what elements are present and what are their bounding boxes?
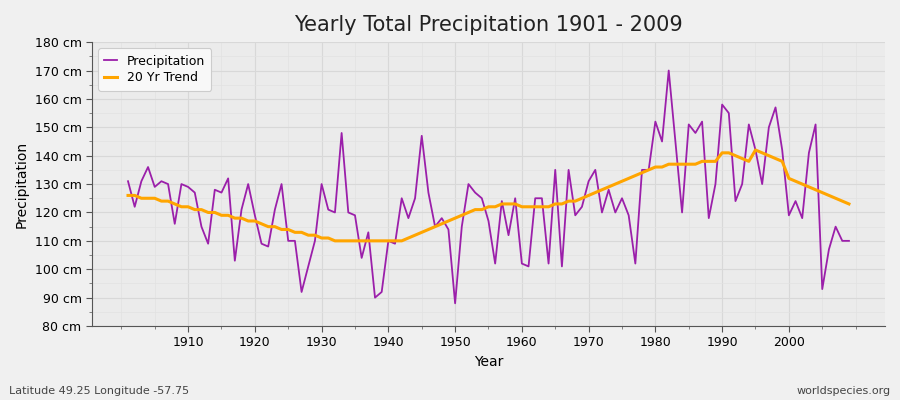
Precipitation [603,187,614,192]
Line: 20 Yr Trend: 20 Yr Trend [128,150,849,241]
Y-axis label: Precipitation: Precipitation [15,140,29,228]
Text: worldspecies.org: worldspecies.org [796,386,891,396]
20 Yr Trend [517,204,527,209]
Precipitation [450,301,461,306]
Precipitation [843,238,854,243]
20 Yr Trend [843,202,854,206]
Precipitation [523,264,534,269]
Legend: Precipitation, 20 Yr Trend: Precipitation, 20 Yr Trend [98,48,212,91]
20 Yr Trend [329,238,340,243]
Precipitation [517,261,527,266]
X-axis label: Year: Year [473,355,503,369]
20 Yr Trend [176,204,187,209]
20 Yr Trend [750,148,760,152]
Precipitation [363,230,374,235]
Title: Yearly Total Precipitation 1901 - 2009: Yearly Total Precipitation 1901 - 2009 [294,15,683,35]
20 Yr Trend [370,238,381,243]
Line: Precipitation: Precipitation [128,70,849,303]
20 Yr Trend [122,193,133,198]
20 Yr Trend [603,184,614,189]
20 Yr Trend [523,204,534,209]
Precipitation [176,182,187,186]
Precipitation [122,179,133,184]
Text: Latitude 49.25 Longitude -57.75: Latitude 49.25 Longitude -57.75 [9,386,189,396]
Precipitation [663,68,674,73]
Precipitation [323,207,334,212]
20 Yr Trend [323,236,334,240]
